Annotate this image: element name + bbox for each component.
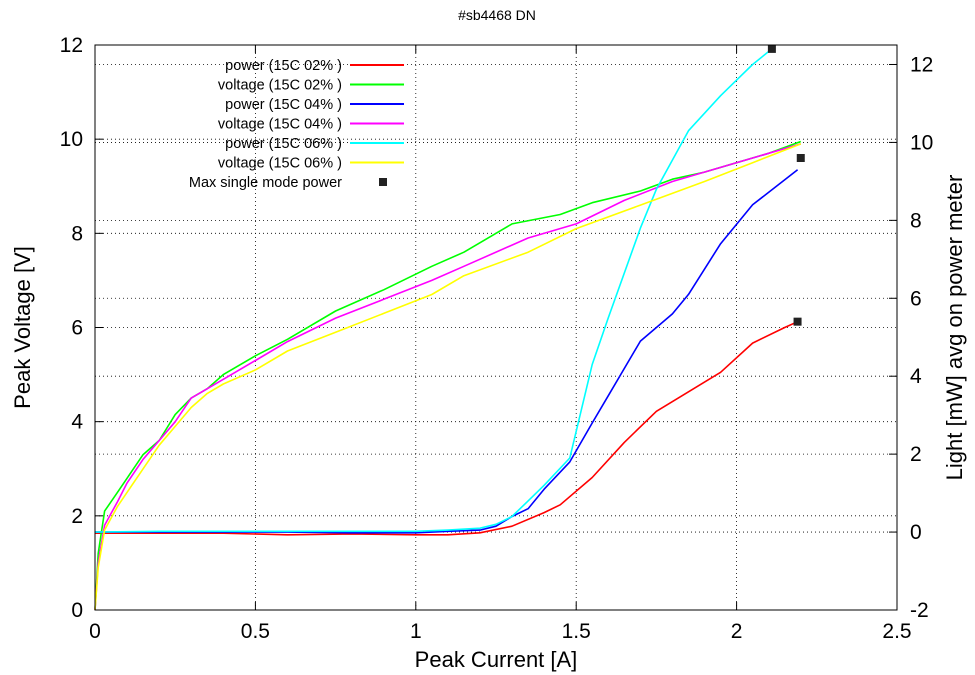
max-power-point	[767, 44, 776, 53]
series-line-4	[94, 143, 802, 611]
y2-tick-label: 10	[910, 131, 933, 154]
series-line-6	[94, 143, 802, 611]
y-tick-label: 4	[71, 411, 83, 434]
series-line-1	[95, 320, 798, 536]
y2-tick-label: 2	[910, 443, 922, 466]
y-tick-label: 12	[60, 34, 83, 57]
legend-label: Max single mode power	[189, 175, 342, 191]
y2-axis-label: Light [mW] avg on power meter	[942, 175, 967, 481]
y-tick-label: 0	[71, 599, 83, 622]
x-tick-label: 0	[89, 620, 101, 643]
series-line-2	[94, 140, 802, 611]
legend: power (15C 02% ) voltage (15C 02% ) power …	[189, 58, 404, 191]
y2-tick-label: 4	[910, 365, 922, 388]
legend-label: voltage (15C 04% )	[218, 117, 342, 133]
legend-label: power (15C 02% )	[225, 58, 342, 74]
y-tick-label: 2	[71, 505, 83, 528]
grid	[95, 45, 897, 610]
axis-ticks: 0 0.5 1 1.5 2 2.5 0 2 4 6 8 10 12 -2 0 2 4 6 8 10 12	[60, 34, 934, 643]
legend-label: power (15C 06% )	[225, 136, 342, 152]
y-tick-label: 8	[71, 222, 83, 245]
y2-tick-label: -2	[910, 599, 929, 622]
chart-title: #sb4468 DN	[458, 7, 536, 23]
max-power-point	[793, 317, 802, 326]
y-tick-label: 6	[71, 317, 83, 340]
plot-series	[94, 44, 805, 611]
series-line-5	[94, 48, 773, 533]
x-tick-label: 0.5	[241, 620, 270, 643]
y2-tick-label: 6	[910, 287, 922, 310]
y-tick-label: 10	[60, 128, 83, 151]
y2-tick-label: 8	[910, 209, 922, 232]
x-tick-label: 2.5	[882, 620, 911, 643]
x-axis-label: Peak Current [A]	[415, 647, 578, 672]
x-tick-label: 1	[410, 620, 422, 643]
y-axis-label: Peak Voltage [V]	[10, 246, 35, 409]
x-tick-label: 1.5	[562, 620, 591, 643]
max-power-point	[796, 154, 805, 162]
y2-tick-label: 0	[910, 521, 922, 544]
legend-marker	[379, 178, 387, 186]
legend-label: power (15C 04% )	[225, 97, 342, 113]
x-tick-label: 2	[731, 620, 743, 643]
legend-label: voltage (15C 02% )	[218, 78, 342, 94]
y2-tick-label: 12	[910, 53, 933, 76]
series-line-3	[95, 169, 799, 534]
legend-label: voltage (15C 06% )	[218, 156, 342, 172]
